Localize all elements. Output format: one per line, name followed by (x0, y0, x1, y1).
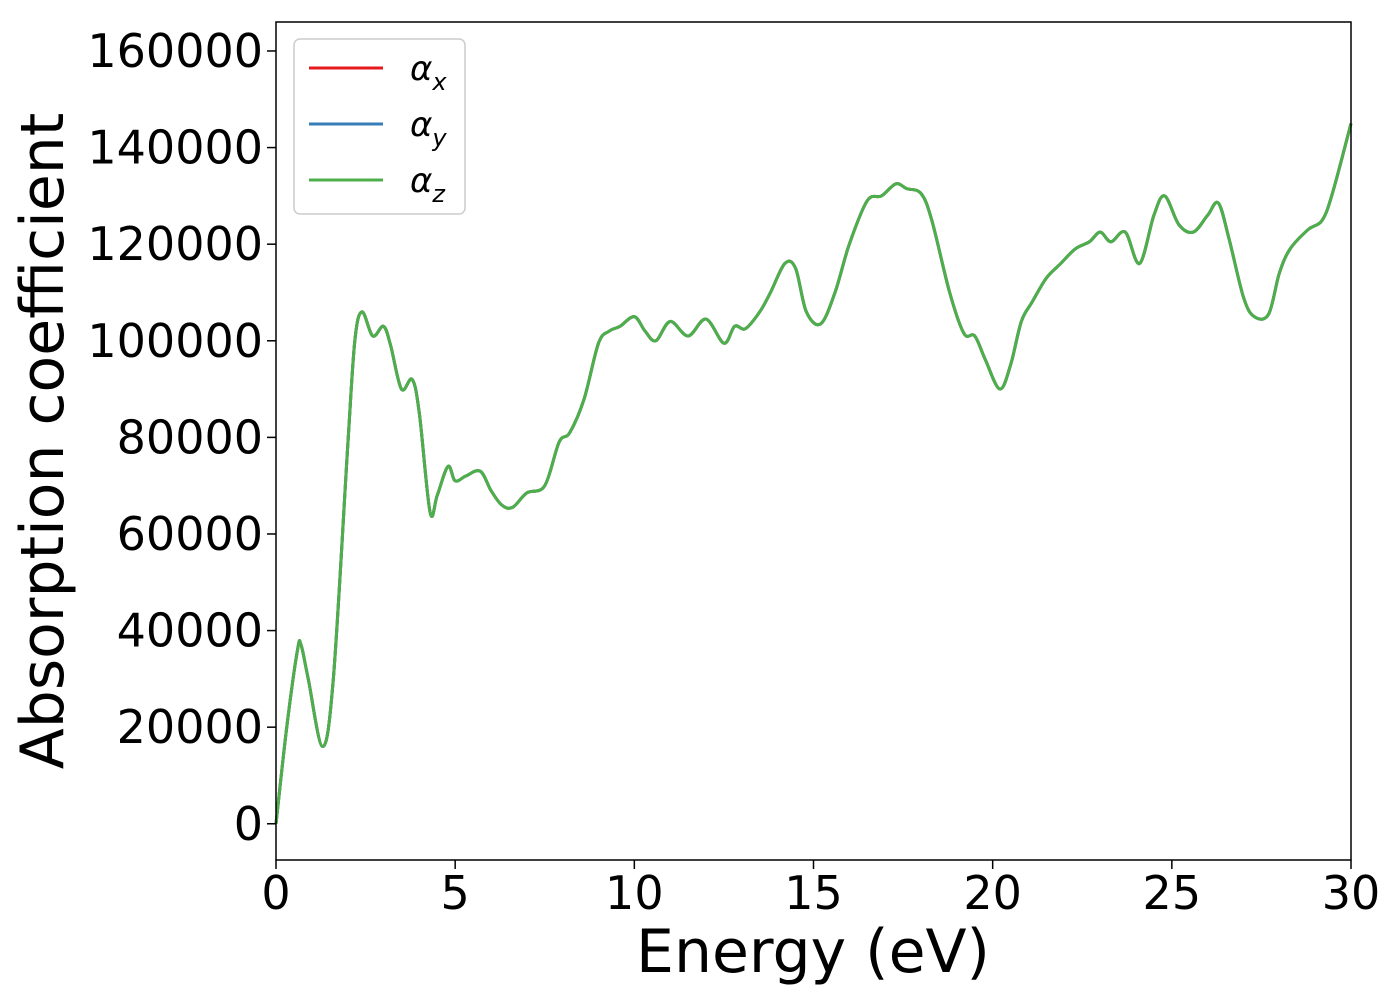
x-tick-label: 20 (963, 866, 1022, 920)
x-tick-label: 10 (605, 866, 664, 920)
y-tick-label: 40000 (117, 604, 263, 658)
legend-label: αz (410, 161, 446, 208)
y-tick-label: 80000 (117, 410, 263, 464)
legend-label-subscript: z (431, 180, 446, 208)
series-line-alpha-z (274, 123, 1353, 824)
x-tick-label: 15 (784, 866, 843, 920)
x-axis-ticks: 0 5 10 15 20 25 30 (261, 860, 1380, 920)
legend-label-symbol: α (410, 105, 432, 145)
x-tick-label: 0 (261, 866, 290, 920)
x-tick-label: 30 (1322, 866, 1381, 920)
series-line-alpha-x (274, 123, 1353, 824)
y-axis-ticks: 0 20000 40000 60000 80000 100000 120000 140000 1… (87, 24, 276, 851)
legend-label: αy (410, 105, 447, 152)
legend-label-subscript: y (431, 124, 447, 152)
y-tick-label: 100000 (87, 314, 263, 368)
x-tick-label: 5 (441, 866, 470, 920)
y-tick-label: 160000 (87, 24, 263, 78)
legend-box (293, 38, 466, 215)
series-line-alpha-y (274, 123, 1353, 824)
y-axis-title: Absorption coefficient (8, 113, 78, 770)
y-tick-label: 120000 (87, 217, 263, 271)
series-layer (274, 123, 1353, 824)
legend-label: αx (410, 49, 447, 96)
y-tick-label: 20000 (117, 700, 263, 754)
legend-label-symbol: α (410, 161, 432, 201)
y-tick-label: 0 (234, 797, 263, 851)
x-tick-label: 25 (1143, 866, 1202, 920)
x-axis-title: Energy (eV) (636, 917, 990, 987)
legend-label-subscript: x (431, 68, 447, 96)
legend-label-symbol: α (410, 49, 432, 89)
y-tick-label: 60000 (117, 507, 263, 561)
y-tick-label: 140000 (87, 121, 263, 175)
